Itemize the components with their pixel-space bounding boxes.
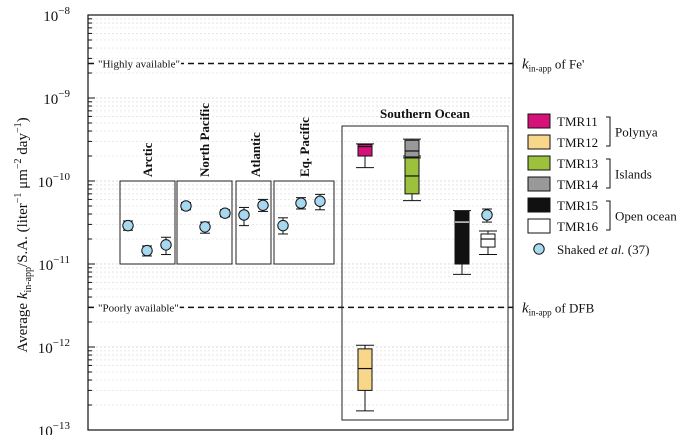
y-tick-label: 10−12: [38, 337, 70, 357]
box-tmr12: [356, 344, 374, 412]
shaked-point: [238, 206, 250, 227]
highly-available-right-label: kin-app of Fe': [522, 57, 584, 74]
point-marker: [295, 197, 307, 209]
point-marker: [122, 219, 134, 232]
point-marker: [481, 209, 493, 221]
y-tick-label: 10−8: [43, 5, 70, 25]
legend-group-polynya: Polynya: [615, 125, 658, 140]
point-marker: [219, 207, 231, 219]
y-tick-label: 10−11: [38, 254, 70, 274]
y-tick-label: 10−10: [38, 171, 71, 191]
shaked-point: [122, 219, 134, 232]
region-label-eq-pacific: Eq. Pacific: [297, 117, 312, 177]
box-body: [454, 210, 470, 265]
legend-shaked-label: Shaked et al. (37): [557, 242, 649, 257]
shaked-point: [180, 200, 192, 212]
legend-swatch-tmr16: [527, 218, 551, 234]
legend-label-tmr14: TMR14: [557, 177, 599, 192]
region-box-atlantic: [235, 180, 272, 265]
highly-available-label: "Highly available": [98, 59, 180, 71]
box-tmr15: [453, 210, 471, 275]
y-tick-label: 10−9: [43, 88, 70, 108]
grid: [88, 18, 513, 431]
shaked-point: [257, 198, 269, 212]
region-label-arctic: Arctic: [140, 142, 155, 177]
y-axis: 10−8 10−9 10−10 10−11 10−12 10−13: [38, 5, 95, 435]
box-tmr16: [479, 230, 497, 256]
point-marker: [257, 199, 269, 211]
box-body: [357, 348, 373, 391]
legend-bracket: [606, 116, 611, 147]
legend-shaked-marker: [533, 243, 545, 255]
box-body: [404, 139, 420, 158]
point-marker: [141, 244, 153, 257]
region-box-arctic: [119, 180, 176, 265]
shaked-point: [481, 208, 493, 223]
box-body: [357, 144, 373, 157]
shaked-point: [160, 236, 172, 256]
legend-swatch-tmr14: [527, 176, 551, 192]
legend-label-tmr13: TMR13: [557, 156, 598, 171]
legend-group-islands: Islands: [615, 167, 652, 182]
poorly-available-right-label: kin-app of DFB: [522, 300, 595, 317]
legend-label-tmr11: TMR11: [557, 114, 598, 129]
point-marker: [180, 200, 192, 212]
legend-bracket: [606, 158, 611, 189]
region-label-southern-ocean: Southern Ocean: [380, 106, 471, 121]
point-marker: [238, 209, 250, 221]
box-body: [480, 233, 496, 248]
region-label-atlantic: Atlantic: [248, 132, 263, 177]
legend-swatch-tmr15: [527, 197, 551, 213]
legend-swatch-tmr12: [527, 134, 551, 150]
point-marker: [314, 195, 326, 207]
y-tick-label: 10−13: [38, 420, 71, 435]
region-box-eq-pacific: [273, 180, 335, 265]
box-tmr14: [403, 138, 421, 159]
shaked-point: [277, 217, 289, 235]
plot-frame: [87, 14, 514, 431]
region-box-north-pacific: [176, 180, 233, 265]
shaked-points: [122, 193, 493, 257]
region-label-north-pacific: North Pacific: [197, 103, 212, 177]
poorly-available-label: "Poorly available": [98, 302, 179, 314]
legend-swatch-tmr11: [527, 113, 551, 129]
legend-bracket: [606, 200, 611, 231]
region-boxes: Arctic North Pacific Atlantic Eq. Pacific So…: [119, 103, 509, 421]
box-tmr13: [403, 155, 421, 202]
point-marker: [277, 219, 289, 232]
shaked-point: [199, 221, 211, 234]
region-box-southern-ocean: [341, 125, 509, 421]
reference-lines: "Highly available" kin-app of Fe' "Poorly …: [88, 57, 595, 317]
legend-group-open-ocean: Open ocean: [615, 209, 677, 224]
shaked-point: [314, 193, 326, 211]
legend-swatch-tmr13: [527, 155, 551, 171]
box-tmr11: [356, 143, 374, 169]
shaked-point: [141, 244, 153, 257]
legend-label-tmr16: TMR16: [557, 219, 599, 234]
shaked-point: [295, 197, 307, 210]
legend: TMR11 TMR12 TMR13 TMR14 TMR15 TMR16 Polynya Isl…: [527, 113, 677, 257]
box-plots: [356, 138, 497, 412]
shaked-point: [219, 207, 231, 219]
legend-label-tmr12: TMR12: [557, 135, 598, 150]
legend-label-tmr15: TMR15: [557, 198, 598, 213]
point-marker: [160, 239, 172, 251]
point-marker: [199, 221, 211, 233]
y-axis-label: Average kin-app/S.A. (liter−1 μm−2 day−1…: [13, 117, 34, 352]
